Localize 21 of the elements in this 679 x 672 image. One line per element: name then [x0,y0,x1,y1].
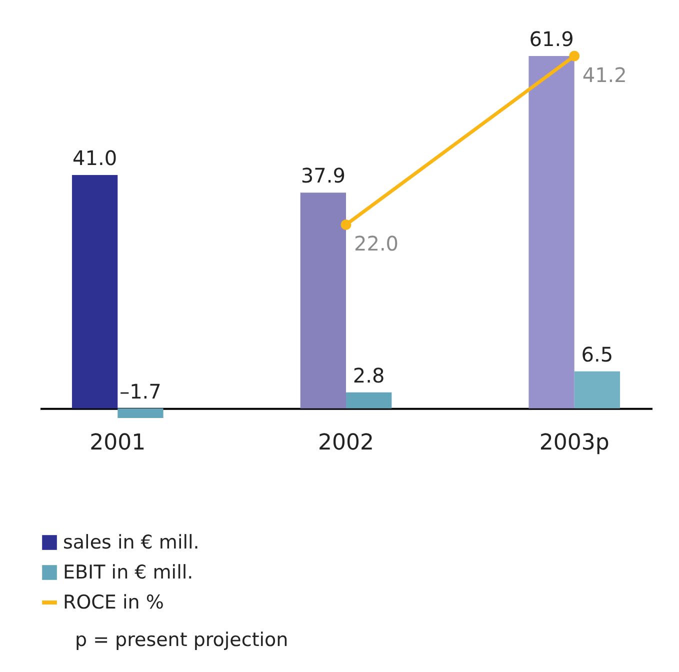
x-tick-label: 2002 [318,430,374,456]
text: p = present projection [75,629,290,651]
data-label: 61.9 [529,27,574,51]
bar [346,392,392,408]
data-label: 41.2 [582,63,627,87]
data-label: 41.0 [72,146,118,170]
legend-label: EBIT in € mill. [63,562,194,584]
legend-label: ROCE in % [63,592,164,614]
bar [72,174,118,408]
bar [300,192,346,408]
bar [528,56,574,408]
x-tick-label: 2003p [539,430,610,456]
data-label: 2.8 [352,363,385,388]
legend-label: sales in € mill. [63,532,200,554]
bar [574,371,620,408]
data-label: 6.5 [581,342,614,366]
x-tick-label: 2001 [90,430,146,456]
data-label: 22.0 [354,232,399,256]
data-label: –1.7 [120,379,162,404]
data-label: 37.9 [300,164,346,188]
bar [118,408,164,418]
